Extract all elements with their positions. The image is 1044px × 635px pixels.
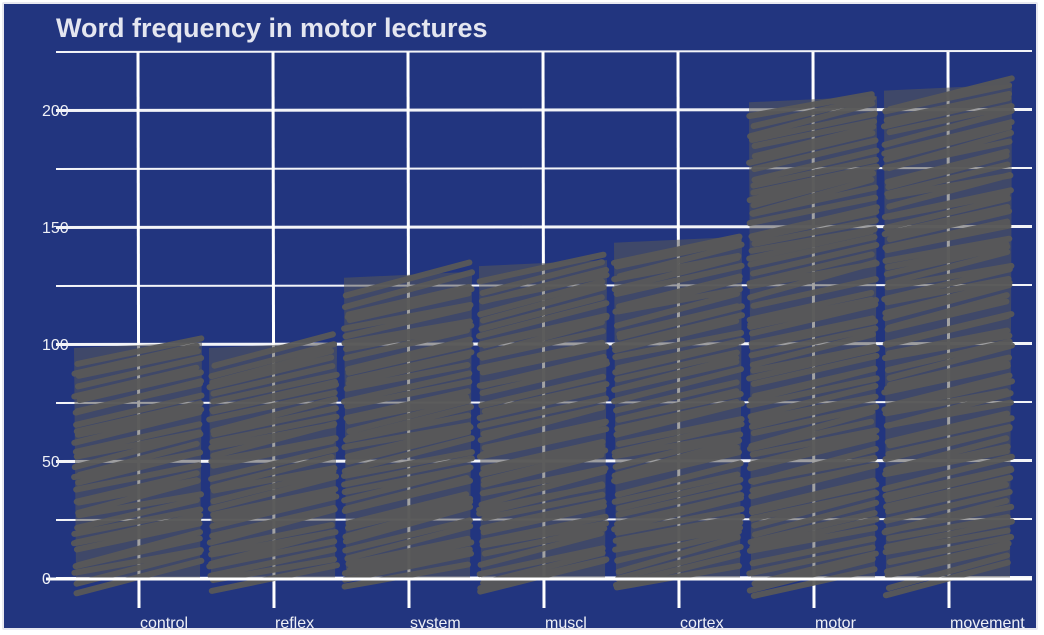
grid-line-horizontal (55, 50, 1033, 53)
bar-movement (881, 75, 1015, 599)
x-tick-label: movement (950, 615, 1025, 630)
y-tick-label: 100 (42, 337, 69, 354)
bars (71, 75, 1015, 599)
bar-chart: 0 50 100 150 200 control reflex system muscl cor… (4, 4, 1036, 630)
bar-muscl (476, 251, 610, 595)
x-tick-label: control (140, 615, 188, 630)
y-tick-label: 50 (42, 454, 60, 471)
y-tick-labels: 0 50 100 150 200 (42, 103, 69, 588)
bar-reflex (206, 331, 340, 594)
bar-motor (746, 91, 880, 599)
x-tick-label: motor (815, 615, 857, 630)
x-tick-labels: control reflex system muscl cortex motor movem… (140, 615, 1025, 630)
bar-cortex (611, 233, 745, 591)
chart-title: Word frequency in motor lectures (56, 13, 488, 43)
x-tick-label: muscl (545, 615, 587, 630)
bar-system (341, 259, 475, 590)
y-tick-label: 0 (42, 571, 51, 588)
y-tick-label: 150 (42, 220, 69, 237)
x-tick-label: system (410, 615, 461, 630)
bar-control (71, 335, 205, 597)
x-tick-label: cortex (680, 615, 724, 630)
x-tick-label: reflex (275, 615, 314, 630)
y-tick-label: 200 (42, 103, 69, 120)
